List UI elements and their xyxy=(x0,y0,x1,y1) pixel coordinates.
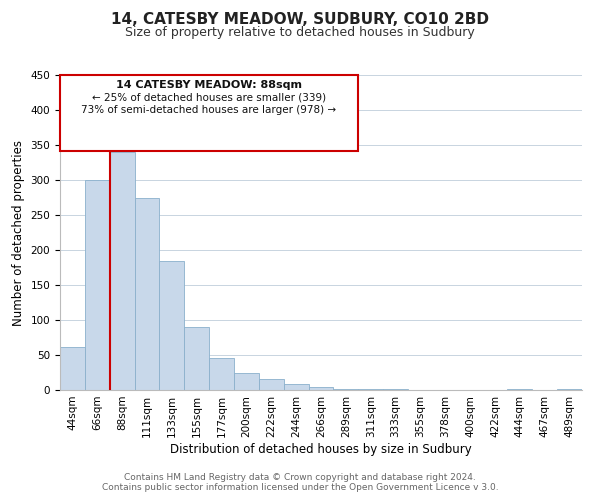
Text: 14, CATESBY MEADOW, SUDBURY, CO10 2BD: 14, CATESBY MEADOW, SUDBURY, CO10 2BD xyxy=(111,12,489,28)
Text: Size of property relative to detached houses in Sudbury: Size of property relative to detached ho… xyxy=(125,26,475,39)
Bar xyxy=(110,152,134,390)
Bar xyxy=(308,387,334,390)
Y-axis label: Number of detached properties: Number of detached properties xyxy=(12,140,25,326)
Text: Contains HM Land Registry data © Crown copyright and database right 2024.: Contains HM Land Registry data © Crown c… xyxy=(124,474,476,482)
Bar xyxy=(134,198,160,390)
X-axis label: Distribution of detached houses by size in Sudbury: Distribution of detached houses by size … xyxy=(170,442,472,456)
Bar xyxy=(60,346,85,390)
Bar xyxy=(209,358,234,390)
Text: 14 CATESBY MEADOW: 88sqm: 14 CATESBY MEADOW: 88sqm xyxy=(116,80,302,90)
FancyBboxPatch shape xyxy=(60,75,358,150)
Bar xyxy=(284,384,308,390)
Bar xyxy=(160,260,184,390)
Bar xyxy=(85,180,110,390)
Bar xyxy=(234,373,259,390)
Text: 73% of semi-detached houses are larger (978) →: 73% of semi-detached houses are larger (… xyxy=(81,105,337,115)
Bar xyxy=(259,379,284,390)
Bar xyxy=(184,327,209,390)
Text: ← 25% of detached houses are smaller (339): ← 25% of detached houses are smaller (33… xyxy=(92,92,326,102)
Text: Contains public sector information licensed under the Open Government Licence v : Contains public sector information licen… xyxy=(101,484,499,492)
